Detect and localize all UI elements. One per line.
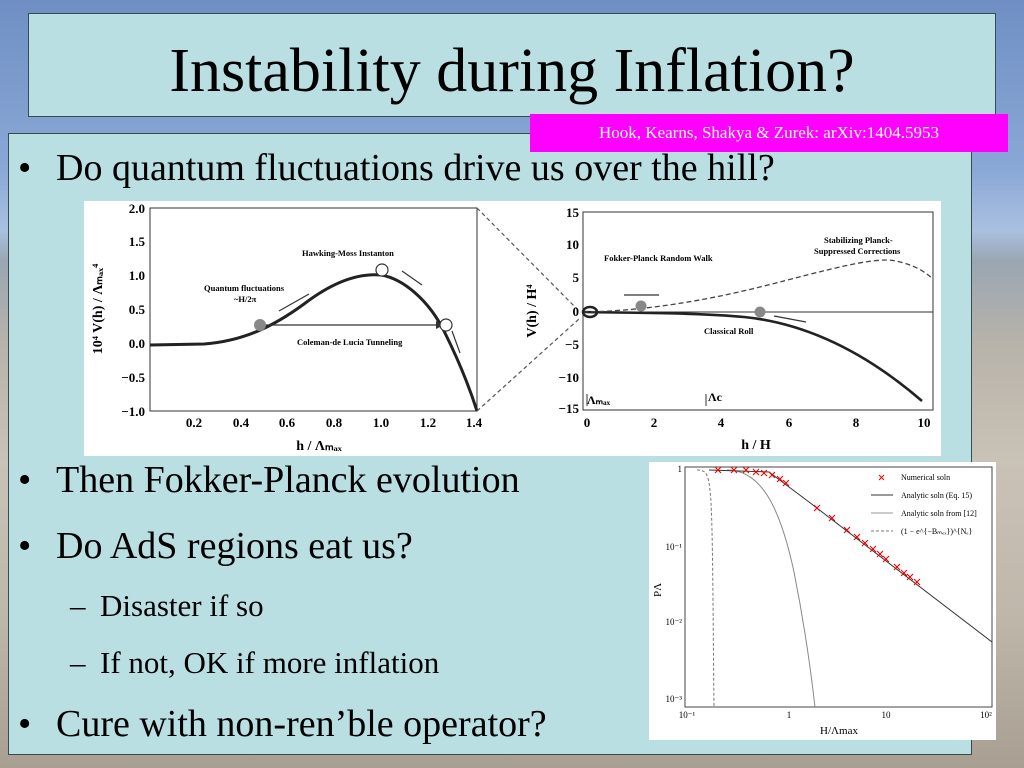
fluct-arrow [278,293,310,312]
left-xtick: 1.4 [466,415,483,430]
bullet-4: • Cure with non-ren’ble operator? [18,702,547,746]
potential-figure: 2.0 1.5 1.0 0.5 0.0 −0.5 −1.0 0.2 0.4 0.… [84,201,941,456]
zoom-line [476,318,580,412]
left-plot-frame [149,207,478,412]
left-ytick: −0.5 [121,370,145,385]
right-ytick: 15 [566,205,580,220]
subbullet-1: – Disaster if so [70,588,264,624]
slide-title: Instability during Inflation? [169,37,855,105]
right-ytick: 10 [566,237,579,252]
prob-ytick: 10⁻² [666,617,683,627]
bullet-3-text: Do AdS regions eat us? [56,525,413,567]
left-ytick: 1.5 [129,234,146,249]
left-ytick: 0.0 [129,336,145,351]
dash-marker: – [70,588,86,623]
prob-black-line [708,469,993,643]
instanton-label: Hawking-Moss Instanton [302,248,394,258]
instanton-marker [375,263,389,277]
lc-mark: Λc [708,390,723,404]
roll-marker-ball [754,306,766,318]
classical-curve [582,310,923,402]
left-xtick: 1.0 [373,415,389,430]
left-ylabel: 10⁴ V(h) / Λₘₐₓ⁴ [91,263,106,354]
prob-ytick: 10⁻³ [666,694,683,704]
left-ytick: 0.5 [129,302,146,317]
subbullet-2-text: If not, OK if more inflation [100,645,440,680]
prob-ylabel: PΛ [652,583,664,597]
subbullet-1-text: Disaster if so [100,588,264,623]
left-ytick: −1.0 [121,404,145,419]
probability-figure: 1 10⁻¹ 10⁻² 10⁻³ 10⁻¹ 1 10 10² H/Λmax PΛ [649,462,996,740]
prob-xtick: 10 [882,710,892,720]
right-ytick: 0 [573,304,580,319]
prob-xtick: 1 [787,710,792,720]
zoom-line [476,207,580,312]
left-xtick: 0.4 [233,415,250,430]
right-xlabel: h / H [741,438,771,453]
bullet-1: • Do quantum fluctuations drive us over t… [18,146,775,190]
bullet-4-text: Cure with non-ren’ble operator? [56,703,547,745]
left-xtick: 0.8 [326,415,343,430]
quantum-label-2: ~H/2π [234,294,257,304]
legend-x-marker [878,474,885,481]
right-ytick: −5 [565,337,579,352]
bullet-2-text: Then Fokker-Planck evolution [56,459,520,501]
prob-ytick: 10⁻¹ [666,542,683,552]
right-ytick: −10 [559,370,579,385]
left-xlabel: h / Λₘₐₓ [296,439,343,454]
roll-arrow [401,270,423,286]
left-ytick: 2.0 [129,201,145,216]
bullet-dot: • [18,459,32,501]
prob-plot-frame [684,466,993,708]
fall-arrow [451,330,461,354]
prob-gray-curve [726,469,816,708]
right-xtick: 6 [786,415,793,430]
prob-xtick: 10² [980,710,992,720]
left-ytick: 1.0 [129,268,145,283]
legend-analytic-12: Analytic soln from [12] [901,509,977,518]
right-ytick: 5 [573,270,580,285]
subbullet-2: – If not, OK if more inflation [70,645,439,681]
right-xtick: 0 [584,415,591,430]
title-box: Instability during Inflation? [28,13,996,117]
dash-marker: – [70,645,86,680]
quantum-label: Quantum fluctuations [204,283,285,293]
walk-label: Fokker-Planck Random Walk [604,253,713,263]
prob-xlabel: H/Λmax [820,725,858,737]
citation-badge: Hook, Kearns, Shakya & Zurek: arXiv:1404… [530,114,1008,152]
tunneling-label: Coleman-de Lucia Tunneling [297,337,403,347]
right-ytick: −15 [559,401,580,416]
numerical-markers [714,466,921,586]
bullet-dot: • [18,703,32,745]
legend-analytic: Analytic soln (Eq. 15) [901,491,972,500]
bullet-dot: • [18,525,32,567]
right-ylabel: V(h) / H⁴ [525,284,540,338]
right-marker-ball [635,300,647,312]
roll-arrow-right [773,315,807,323]
left-xtick: 1.2 [420,415,436,430]
bullet-dot: • [18,147,32,189]
left-xtick: 0.6 [279,415,296,430]
bullet-1-text: Do quantum fluctuations drive us over th… [56,147,775,189]
planck-label-2: Suppressed Corrections [814,246,901,256]
legend-numerical: Numerical soln [901,473,950,482]
stabilized-curve [582,259,934,313]
tunneling-exit-marker [439,318,453,332]
bullet-2: • Then Fokker-Planck evolution [18,458,520,502]
left-marker-ball [254,319,266,331]
left-xtick: 0.2 [186,415,202,430]
legend-formula: (1 − e^{−Bₘₑₓ})^{Nₑ} [901,527,972,536]
prob-dashed-curve [696,469,715,708]
planck-label: Stabilizing Planck- [824,235,893,245]
lmax-mark: Λₘₐₓ [587,393,611,407]
prob-xtick: 10⁻¹ [679,710,696,720]
origin-marker [581,305,599,319]
roll-label: Classical Roll [704,326,754,336]
right-xtick: 10 [918,415,931,430]
bullet-3: • Do AdS regions eat us? [18,524,413,568]
right-xtick: 4 [718,415,725,430]
right-xtick: 8 [853,415,860,430]
prob-ytick: 1 [678,464,683,474]
right-xtick: 2 [651,415,658,430]
